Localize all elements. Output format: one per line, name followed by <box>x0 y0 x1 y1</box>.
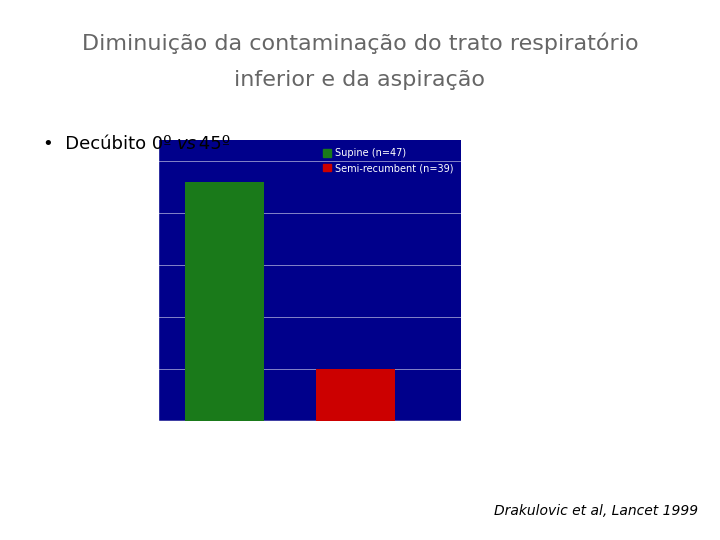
Text: inferior e da aspiração: inferior e da aspiração <box>235 70 485 90</box>
Text: vs: vs <box>176 135 197 153</box>
Bar <box>316 369 395 421</box>
X-axis label: Incidence of VAP (%): Incidence of VAP (%) <box>237 428 382 441</box>
Legend: Supine (n=47), Semi-recumbent (n=39): Supine (n=47), Semi-recumbent (n=39) <box>320 145 456 176</box>
Text: 45º: 45º <box>193 135 230 153</box>
Bar <box>158 421 461 424</box>
Text: •  Decúbito 0º: • Decúbito 0º <box>43 135 178 153</box>
Bar <box>185 182 264 421</box>
Text: Diminuição da contaminação do trato respiratório: Diminuição da contaminação do trato resp… <box>81 32 639 54</box>
Text: Drakulovic et al, Lancet 1999: Drakulovic et al, Lancet 1999 <box>494 504 698 518</box>
